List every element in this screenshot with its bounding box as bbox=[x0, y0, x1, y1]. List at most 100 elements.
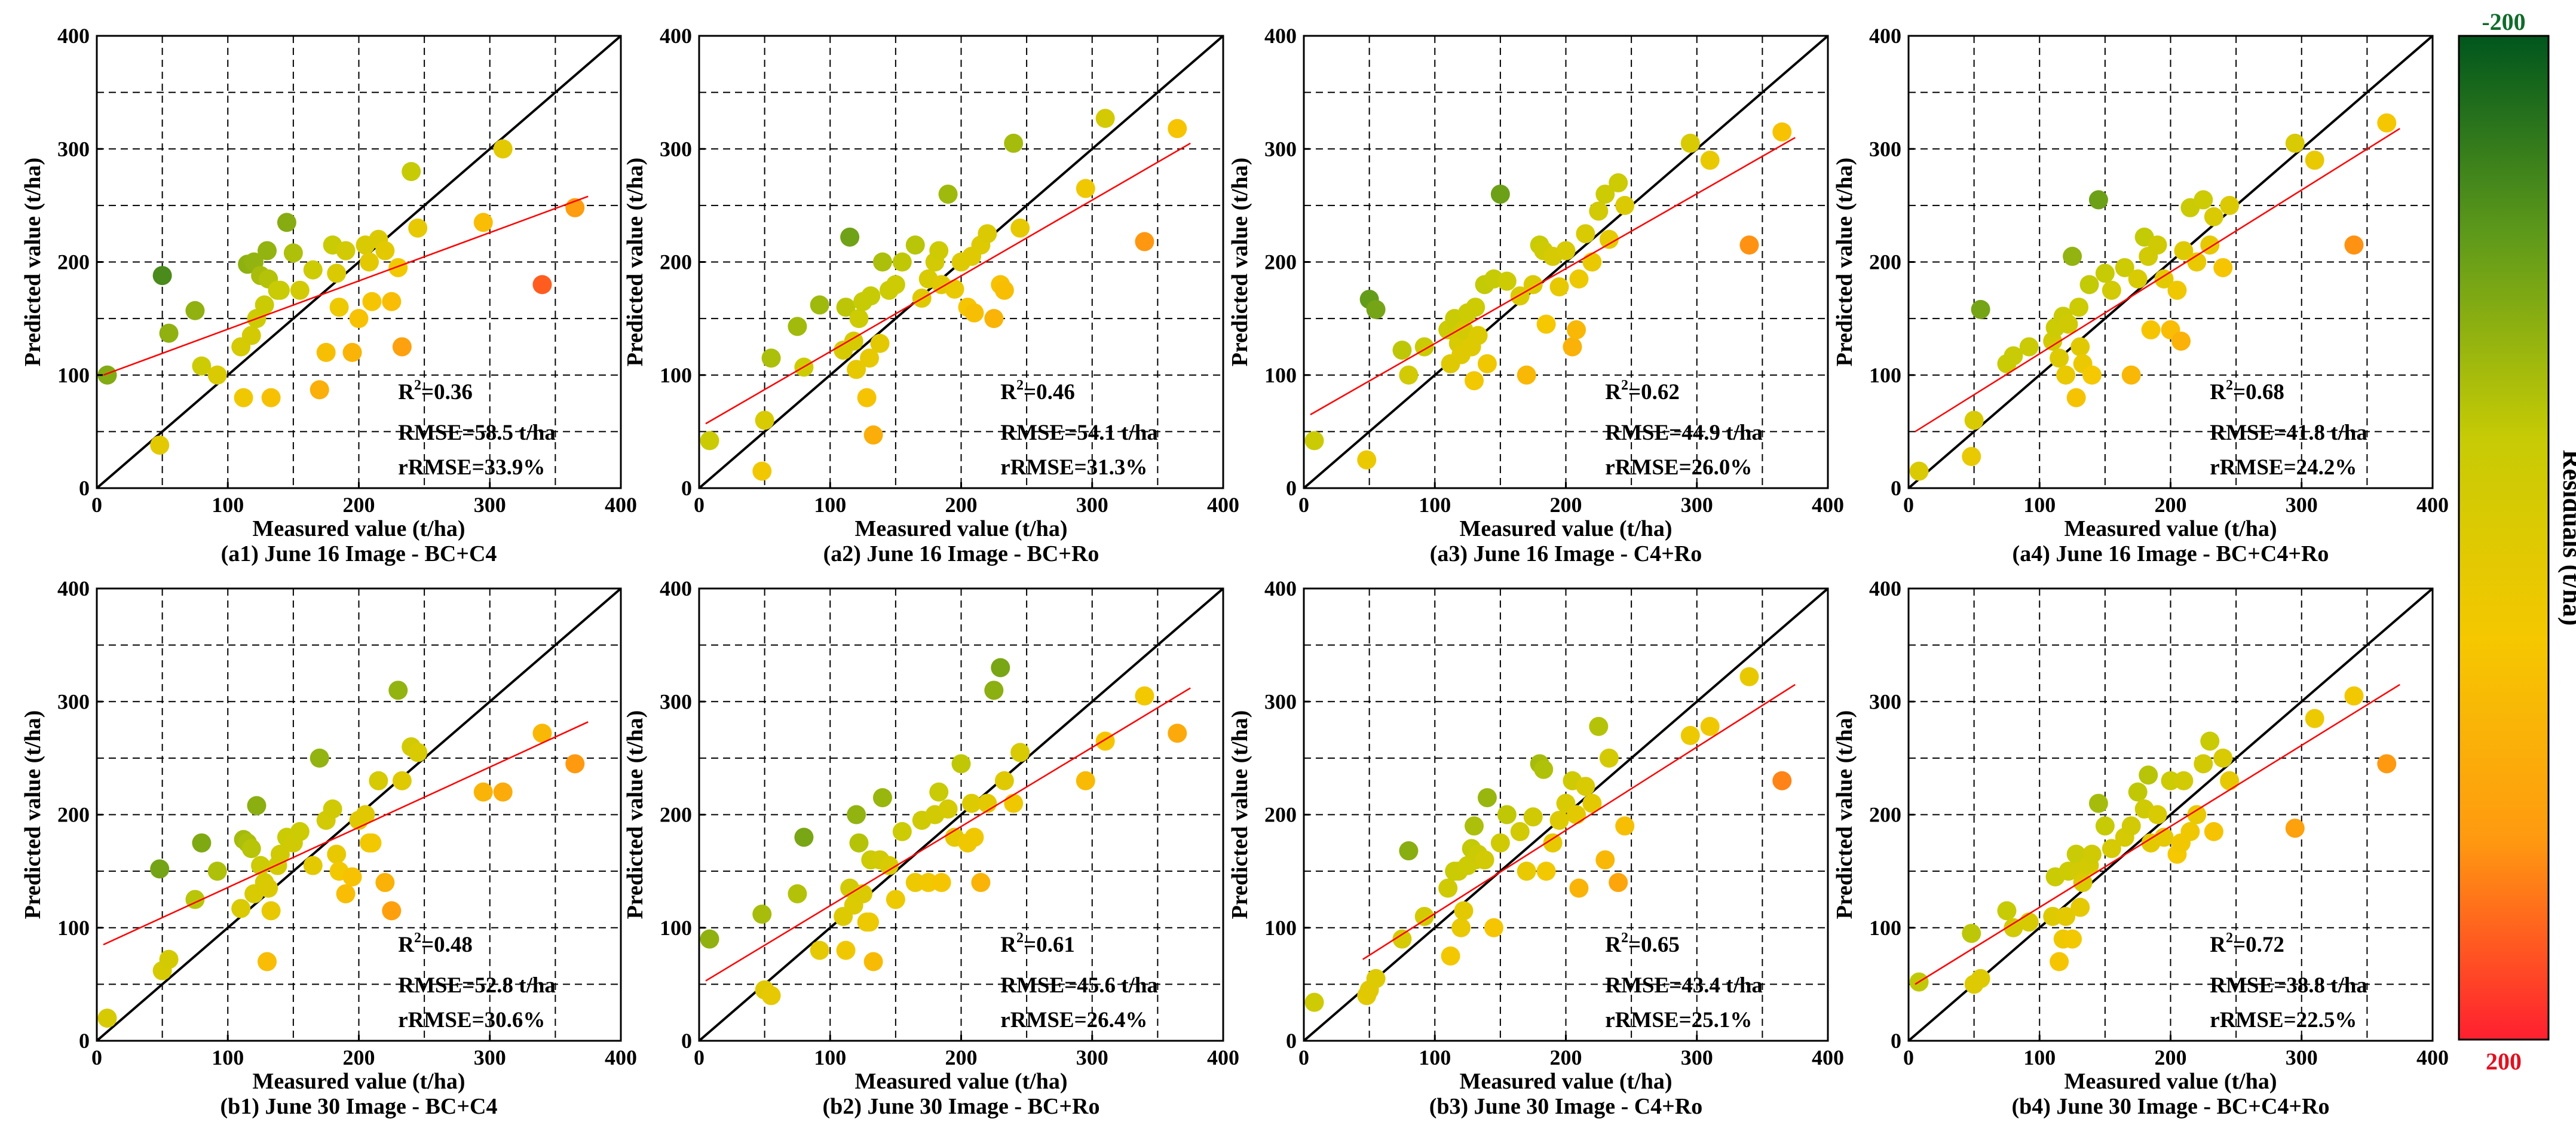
r2-value: =0.61 bbox=[1024, 933, 1075, 957]
data-point bbox=[938, 799, 958, 819]
data-point bbox=[1490, 184, 1510, 204]
data-point bbox=[290, 822, 310, 841]
r2-superscript: 2 bbox=[414, 930, 421, 946]
data-point bbox=[905, 873, 925, 893]
x-tick-label: 0 bbox=[694, 493, 705, 517]
rmse-stat: RMSE=38.8 t/ha bbox=[2210, 973, 2367, 998]
data-point bbox=[207, 365, 227, 385]
panel-caption: (a3) June 16 Image - C4+Ro bbox=[1430, 541, 1702, 566]
data-point bbox=[2128, 782, 2148, 802]
data-point bbox=[2344, 235, 2364, 255]
data-point bbox=[1595, 184, 1615, 204]
rrmse-stat: rRMSE=31.3% bbox=[1000, 455, 1147, 480]
x-tick-label: 400 bbox=[1812, 493, 1844, 517]
y-tick-label: 200 bbox=[1264, 803, 1297, 827]
x-tick-label: 400 bbox=[1207, 1046, 1239, 1069]
data-point bbox=[1595, 850, 1615, 870]
r2-stat: R2=0.65 bbox=[1605, 930, 1680, 957]
r2-value: =0.72 bbox=[2233, 933, 2284, 957]
panel-caption: (a2) June 16 Image - BC+Ro bbox=[823, 541, 1099, 566]
r2-superscript: 2 bbox=[1621, 930, 1628, 946]
data-point bbox=[1964, 410, 1984, 430]
data-point bbox=[1582, 793, 1602, 813]
y-axis-label: Predicted value (t/ha) bbox=[1227, 158, 1252, 367]
data-point bbox=[2063, 929, 2082, 949]
data-point bbox=[192, 356, 212, 376]
y-tick-label: 0 bbox=[681, 476, 692, 500]
data-point bbox=[2174, 771, 2194, 790]
data-point bbox=[231, 899, 251, 918]
data-point bbox=[356, 805, 375, 825]
data-point bbox=[1454, 901, 1474, 921]
data-point bbox=[303, 856, 323, 875]
r2-stat: R2=0.36 bbox=[398, 378, 473, 404]
r2-stat: R2=0.61 bbox=[1000, 930, 1075, 957]
data-point bbox=[327, 263, 347, 283]
data-point bbox=[1543, 833, 1563, 853]
x-axis-label: Measured value (t/ha) bbox=[252, 516, 465, 541]
data-point bbox=[97, 1009, 117, 1028]
data-point bbox=[1477, 788, 1497, 808]
data-point bbox=[1010, 743, 1030, 762]
r2-base: R bbox=[2210, 933, 2226, 957]
data-point bbox=[207, 862, 227, 881]
r2-value: =0.36 bbox=[421, 380, 473, 404]
data-point bbox=[2095, 816, 2115, 836]
x-axis-label: Measured value (t/ha) bbox=[854, 1069, 1067, 1094]
y-tick-label: 400 bbox=[660, 577, 692, 600]
y-tick-label: 300 bbox=[1264, 137, 1297, 161]
rmse-stat: RMSE=44.9 t/ha bbox=[1605, 421, 1763, 445]
y-axis-label: Predicted value (t/ha) bbox=[1832, 710, 1857, 920]
panel-caption: (b4) June 30 Image - BC+C4+Ro bbox=[2011, 1094, 2329, 1119]
data-point bbox=[1438, 878, 1458, 898]
data-point bbox=[700, 431, 719, 450]
y-tick-label: 400 bbox=[660, 24, 692, 48]
data-point bbox=[369, 771, 388, 790]
data-point bbox=[752, 905, 772, 924]
residual-colorbar: -200 200 Residuals (t/ha) bbox=[2458, 8, 2576, 1075]
data-point bbox=[1997, 901, 2017, 921]
data-point bbox=[258, 952, 277, 971]
x-tick-label: 200 bbox=[1550, 493, 1582, 517]
y-axis-label: Predicted value (t/ha) bbox=[623, 158, 648, 367]
rrmse-stat: rRMSE=26.0% bbox=[1605, 455, 1752, 480]
y-tick-label: 200 bbox=[57, 803, 90, 827]
data-point bbox=[761, 986, 781, 1006]
data-point bbox=[971, 873, 991, 893]
regression-line bbox=[103, 195, 589, 376]
x-tick-label: 200 bbox=[2155, 493, 2187, 517]
y-tick-label: 200 bbox=[1869, 803, 1901, 827]
x-tick-label: 400 bbox=[605, 493, 637, 517]
y-tick-label: 400 bbox=[1264, 24, 1297, 48]
r2-base: R bbox=[398, 933, 415, 957]
r2-superscript: 2 bbox=[1016, 378, 1024, 393]
data-point bbox=[2066, 388, 2086, 407]
y-tick-label: 200 bbox=[660, 250, 692, 274]
x-tick-label: 100 bbox=[1419, 1046, 1451, 1069]
data-point bbox=[1004, 793, 1024, 813]
data-point bbox=[1392, 341, 1412, 360]
data-point bbox=[2377, 113, 2397, 133]
regression-line bbox=[1915, 684, 2400, 985]
data-point bbox=[159, 949, 179, 969]
data-point bbox=[1700, 716, 1720, 736]
data-point bbox=[2095, 263, 2115, 283]
x-tick-label: 100 bbox=[212, 1046, 244, 1069]
data-point bbox=[872, 252, 892, 272]
r2-superscript: 2 bbox=[414, 378, 421, 393]
rmse-stat: RMSE=58.5 t/ha bbox=[398, 421, 556, 445]
data-points bbox=[1304, 667, 1792, 1012]
data-point bbox=[1772, 771, 1792, 790]
data-point bbox=[493, 139, 513, 159]
y-tick-label: 300 bbox=[57, 689, 90, 713]
data-point bbox=[362, 292, 382, 311]
y-tick-label: 400 bbox=[57, 24, 90, 48]
data-point bbox=[1392, 929, 1412, 949]
x-tick-label: 400 bbox=[605, 1046, 637, 1069]
rrmse-stat: rRMSE=24.2% bbox=[2210, 455, 2357, 480]
data-point bbox=[336, 884, 356, 903]
data-point bbox=[185, 301, 205, 320]
data-point bbox=[788, 317, 807, 336]
data-point bbox=[2194, 190, 2213, 210]
r2-value: =0.48 bbox=[421, 933, 473, 957]
